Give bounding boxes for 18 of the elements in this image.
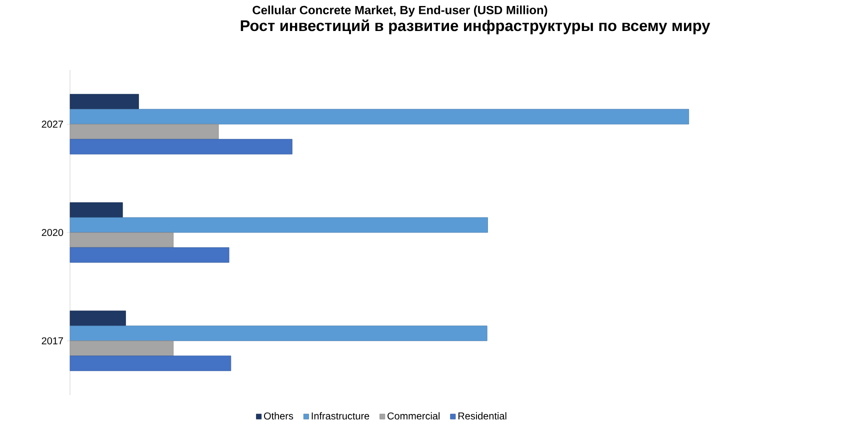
y-tick-label: 2020 bbox=[42, 228, 64, 236]
y-tick-label: 2017 bbox=[42, 337, 63, 344]
legend-label: Infrastructure bbox=[312, 412, 370, 420]
legend-label: Others bbox=[264, 412, 294, 420]
bar bbox=[70, 138, 292, 154]
chart-title: Cellular Concrete Market, By End-user (USD Million) bbox=[252, 6, 548, 17]
legend-label: Commercial bbox=[388, 412, 440, 420]
bar bbox=[70, 108, 690, 124]
bar bbox=[70, 217, 488, 233]
bar bbox=[70, 326, 488, 342]
y-tick-label: 2027 bbox=[42, 120, 63, 128]
bar bbox=[70, 310, 126, 326]
bar bbox=[70, 356, 232, 372]
legend-label: Residential bbox=[458, 412, 506, 420]
chart-subtitle: Рост инвестиций в развитие инфраструктуры по всему миру bbox=[240, 20, 710, 34]
bar bbox=[70, 94, 139, 110]
bar bbox=[70, 202, 123, 218]
bar bbox=[70, 247, 230, 263]
